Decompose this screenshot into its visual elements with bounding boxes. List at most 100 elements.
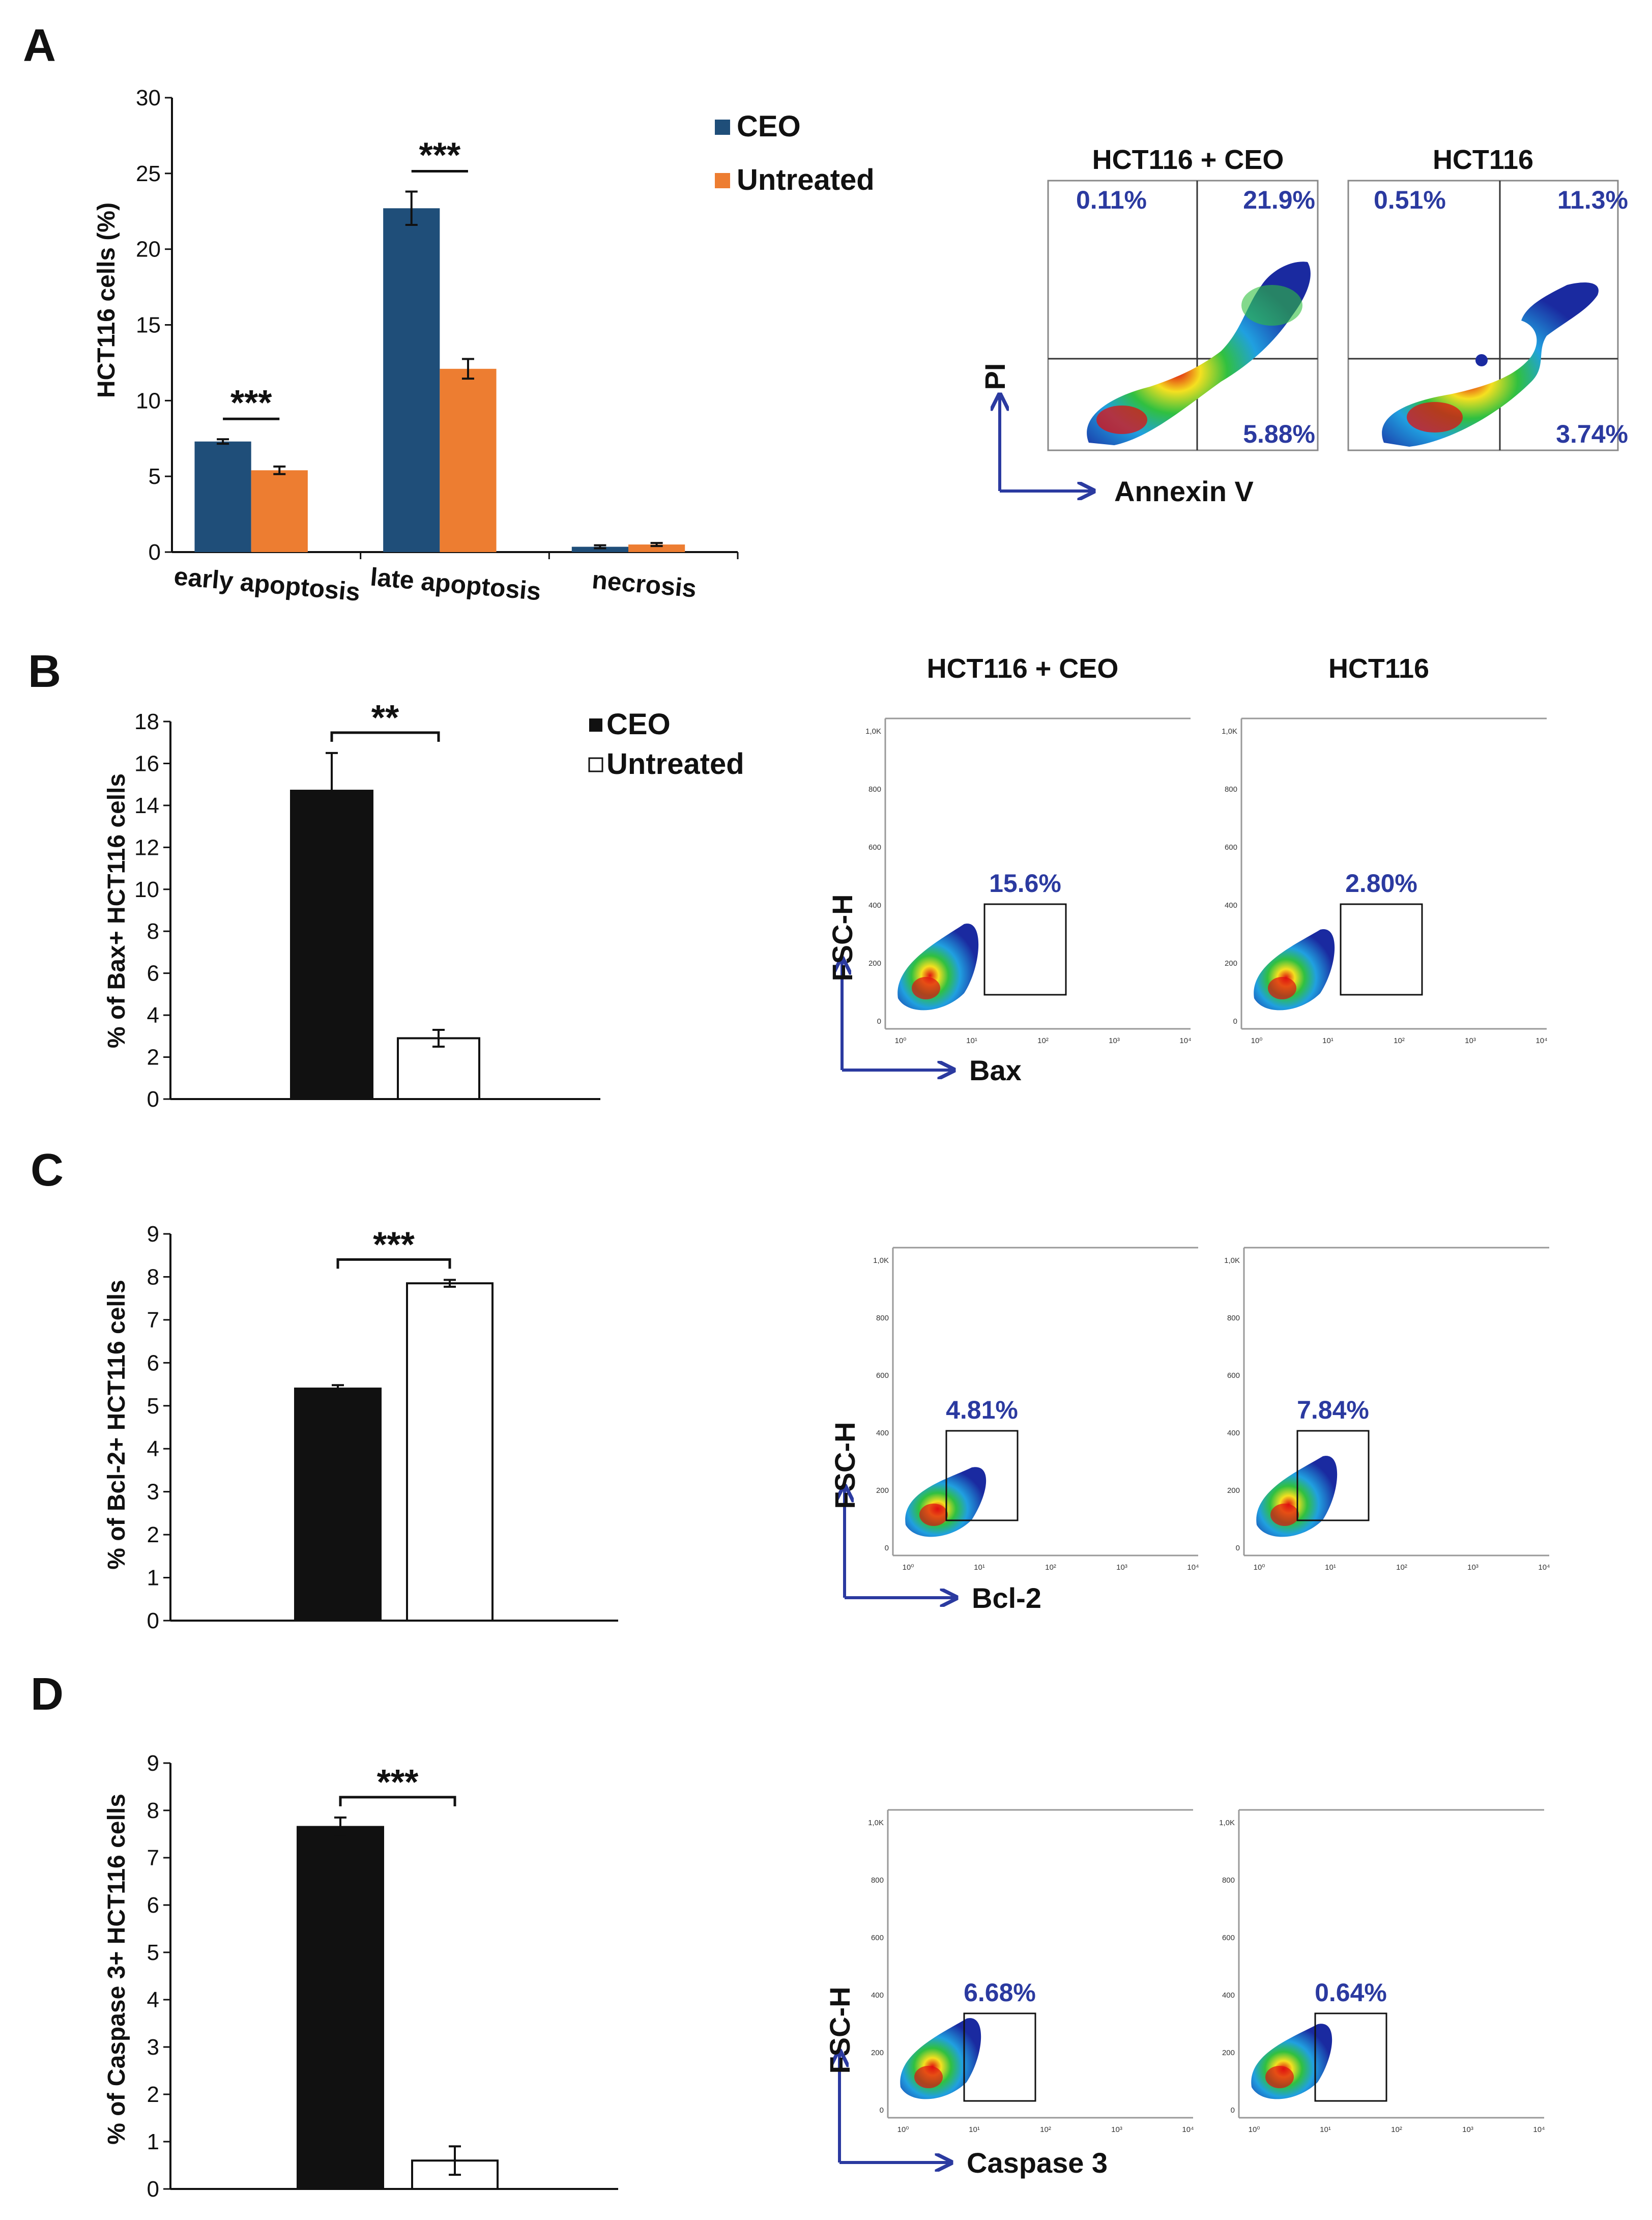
flow-d-xtick-0-1: 10¹: [969, 2125, 980, 2134]
flow-a-left-q-lr: 5.88%: [1243, 420, 1315, 448]
flow-c-xtick-1-2: 10²: [1396, 1563, 1407, 1572]
chart-a-ytick-label-0: 0: [149, 540, 161, 565]
flow-b-ytick-1-5: 1,0K: [1222, 727, 1237, 736]
flow-b-ytick-1-3: 600: [1225, 843, 1237, 852]
panel-c-ylabel: % of Bcl-2+ HCT116 cells: [103, 1280, 130, 1570]
chart-b-ytick-label-4: 8: [147, 919, 159, 944]
flow-a-left-upper-blob: [1241, 285, 1302, 326]
chart-a-bar-1-0: [383, 208, 440, 553]
chart-a-ytick-label-4: 20: [136, 237, 161, 262]
flow-b-xtick-0-0: 10⁰: [895, 1036, 907, 1045]
chart-a-bar-2-1: [628, 544, 685, 552]
flow-d-xtick-1-0: 10⁰: [1249, 2125, 1260, 2134]
chart-c-ytick-label-6: 6: [147, 1350, 159, 1375]
flow-d-ytick-0-2: 400: [871, 1991, 884, 2000]
chart-b-bar-ceo: [290, 790, 373, 1100]
chart-c-ytick-label-9: 9: [147, 1222, 159, 1247]
flow-a-right-title: HCT116: [1433, 145, 1533, 175]
flow-d-gate-pct-0: 6.68%: [964, 1978, 1036, 2007]
flow-d-xtick-0-4: 10⁴: [1182, 2125, 1194, 2134]
panel-c-flow: 0 200 400 600 800 1,0K 10⁰ 10¹ 10² 10³ 10⁴ 4.81% 0 20…: [829, 1247, 1550, 1614]
chart-a-ytick-label-1: 5: [149, 464, 161, 489]
panel-b-bar-chart: 0 2 4 6 8 10 12 14 16 18 **: [134, 698, 600, 1112]
flow-b-xtick-1-1: 10¹: [1322, 1036, 1334, 1045]
flow-c-x-label: Bcl-2: [972, 1582, 1041, 1614]
flow-d-xtick-1-1: 10¹: [1320, 2125, 1331, 2134]
chart-a-xcat-2: necrosis: [591, 565, 698, 603]
panel-b-flow: HCT116 + CEO 0 200 400 600 800 1,0K 10⁰ 10¹ 10² 10…: [826, 653, 1548, 1086]
flow-d-density-0: [900, 2018, 981, 2099]
legend-ceo-swatch: [715, 120, 730, 135]
chart-b-ytick-label-5: 10: [134, 877, 159, 902]
flow-c-core-0: [919, 1504, 948, 1526]
flow-c-gate-pct-0: 4.81%: [946, 1396, 1018, 1424]
chart-b-bar-untreated: [397, 1037, 480, 1101]
flow-d-core-0: [914, 2066, 943, 2088]
flow-b-gate-pct-0: 15.6%: [989, 869, 1061, 898]
flow-b-density-0: [897, 924, 979, 1011]
flow-b-ytick-0-3: 600: [868, 843, 881, 852]
flow-a-right-q-lr: 3.74%: [1556, 420, 1628, 448]
chart-d-ytick-label-0: 0: [147, 2177, 159, 2202]
flow-b-xtick-0-3: 10³: [1109, 1036, 1120, 1045]
flow-b-ytick-1-0: 0: [1233, 1017, 1237, 1026]
flow-b-xtick-0-2: 10²: [1037, 1036, 1049, 1045]
flow-d-gate-1: [1314, 2012, 1387, 2102]
flow-b-y-label: FSC-H: [826, 894, 858, 981]
flow-c-ytick-1-0: 0: [1236, 1544, 1240, 1552]
flow-b-title-0: HCT116 + CEO: [927, 653, 1119, 684]
flow-a-right-dot: [1475, 354, 1488, 366]
flow-c-xtick-1-0: 10⁰: [1254, 1563, 1265, 1572]
chart-b-ytick-label-3: 6: [147, 961, 159, 986]
chart-d-ytick-label-3: 3: [147, 2035, 159, 2060]
chart-c-sig: ***: [373, 1224, 415, 1264]
chart-b-ytick-label-1: 2: [147, 1045, 159, 1070]
chart-c-ytick-label-2: 2: [147, 1522, 159, 1547]
panel-a-bar-chart: 0 5 10 15 20 25 30 early apoptosis *** late apopt…: [136, 85, 739, 607]
flow-c-core-1: [1270, 1504, 1299, 1526]
flow-d-ytick-1-0: 0: [1231, 2106, 1235, 2115]
flow-c-ytick-1-3: 600: [1227, 1371, 1240, 1380]
flow-c-xtick-0-1: 10¹: [974, 1563, 985, 1572]
flow-a-y-label: PI: [979, 363, 1011, 390]
flow-d-ytick-0-4: 800: [871, 1876, 884, 1885]
flow-d-ytick-1-3: 600: [1222, 1934, 1235, 1942]
flow-a-left-title: HCT116 + CEO: [1092, 145, 1284, 175]
flow-d-xtick-0-3: 10³: [1111, 2125, 1122, 2134]
chart-a-ytick-label-6: 30: [136, 85, 161, 110]
legend-untreated-swatch: [715, 173, 730, 188]
chart-b-ytick-label-6: 12: [134, 835, 159, 860]
flow-d-xtick-1-3: 10³: [1462, 2125, 1473, 2134]
chart-b-ytick-label-9: 18: [134, 709, 159, 734]
chart-d-bar-ceo: [297, 1826, 384, 2190]
flow-d-ytick-0-0: 0: [880, 2106, 884, 2115]
chart-b-ytick-label-8: 16: [134, 751, 159, 776]
flow-b-title-1: HCT116: [1328, 653, 1429, 684]
chart-c-ytick-label-4: 4: [147, 1436, 159, 1461]
legend-b-untreated-swatch: [588, 757, 603, 772]
chart-d-ytick-label-6: 6: [147, 1893, 159, 1918]
flow-c-y-label: FSC-H: [829, 1422, 861, 1509]
flow-a-right-core: [1407, 402, 1463, 433]
flow-c-ytick-0-2: 400: [876, 1429, 889, 1437]
flow-a-right-q-ul: 0.51%: [1374, 186, 1446, 214]
flow-b-xtick-1-3: 10³: [1465, 1036, 1476, 1045]
flow-b-gate-0: [983, 903, 1067, 996]
panel-letter-a: A: [23, 20, 56, 71]
flow-d-gate-pct-1: 0.64%: [1315, 1978, 1387, 2007]
flow-a-left-q-ur: 21.9%: [1243, 186, 1315, 214]
panel-letter-d: D: [31, 1669, 64, 1720]
flow-b-xtick-0-1: 10¹: [966, 1036, 977, 1045]
chart-d-ytick-label-8: 8: [147, 1798, 159, 1823]
chart-a-ytick-label-3: 15: [136, 313, 161, 338]
panel-b-ylabel: % of Bax+ HCT116 cells: [103, 773, 130, 1048]
flow-b-xtick-1-0: 10⁰: [1251, 1036, 1263, 1045]
flow-d-ytick-1-5: 1,0K: [1219, 1819, 1235, 1827]
chart-c-bar-ceo: [294, 1388, 382, 1622]
chart-a-xcat-0: early apoptosis: [173, 562, 361, 607]
flow-a-left-frame: [1047, 180, 1319, 451]
legend-ceo-label: CEO: [737, 110, 801, 143]
flow-b-xtick-1-2: 10²: [1394, 1036, 1405, 1045]
chart-a-bar-1-1: [440, 368, 497, 552]
